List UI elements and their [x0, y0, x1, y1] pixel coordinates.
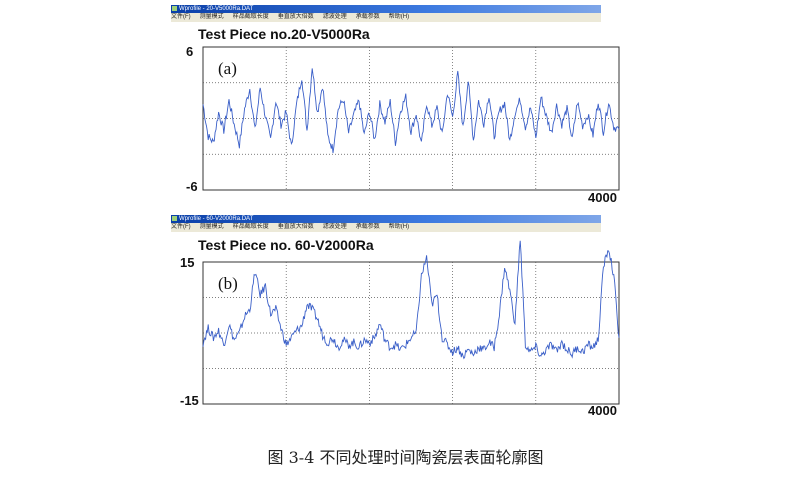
menu-vertical-mag[interactable]: 垂直放大倍数 [277, 224, 314, 230]
menu-bar: 文件(F) 测量模式 样品截取长度 垂直放大倍数 滤波处理 承载参数 帮助(H) [171, 223, 601, 232]
menu-measure-mode[interactable]: 测量模式 [199, 224, 224, 230]
chart-title-a: Test Piece no.20-V5000Ra [198, 26, 370, 42]
app-icon [172, 216, 177, 221]
menu-sample-length[interactable]: 样品截取长度 [232, 224, 269, 230]
menu-bearing[interactable]: 承载参数 [355, 14, 380, 20]
window-title: Wprofile - 60-V2000Ra.DAT [179, 216, 254, 222]
menu-measure-mode[interactable]: 测量模式 [199, 14, 224, 20]
profile-series-line [202, 240, 620, 360]
ymax-label-b: 15 [180, 255, 195, 270]
window-a: Wprofile - 20-V5000Ra.DAT 文件(F) 测量模式 样品截取长… [171, 5, 601, 22]
xmax-label-b: 4000 [588, 403, 617, 418]
ymin-label-a: -6 [186, 179, 198, 194]
menu-sample-length[interactable]: 样品截取长度 [232, 14, 269, 20]
menu-help[interactable]: 帮助(H) [388, 14, 410, 20]
app-icon [172, 6, 177, 11]
ymin-label-b: -15 [180, 393, 199, 408]
menu-bearing[interactable]: 承载参数 [355, 224, 380, 230]
profile-series-line [202, 68, 620, 154]
title-bar: Wprofile - 20-V5000Ra.DAT [171, 5, 601, 13]
menu-filter[interactable]: 滤波处理 [322, 14, 347, 20]
menu-file[interactable]: 文件(F) [171, 224, 191, 230]
panel-label: (a) [218, 59, 237, 78]
ymax-label-a: 6 [186, 44, 194, 59]
figure-caption: 图 3-4 不同处理时间陶瓷层表面轮廓图 [267, 448, 544, 467]
menu-vertical-mag[interactable]: 垂直放大倍数 [277, 14, 314, 20]
menu-help[interactable]: 帮助(H) [388, 224, 410, 230]
menu-bar: 文件(F) 测量模式 样品截取长度 垂直放大倍数 滤波处理 承载参数 帮助(H) [171, 13, 601, 22]
title-bar: Wprofile - 60-V2000Ra.DAT [171, 215, 601, 223]
chart-title-b: Test Piece no. 60-V2000Ra [198, 237, 374, 253]
window-b: Wprofile - 60-V2000Ra.DAT 文件(F) 测量模式 样品截取长… [171, 215, 601, 232]
menu-filter[interactable]: 滤波处理 [322, 224, 347, 230]
xmax-label-a: 4000 [588, 190, 617, 205]
panel-label: (b) [218, 274, 238, 293]
window-title: Wprofile - 20-V5000Ra.DAT [179, 6, 254, 12]
menu-file[interactable]: 文件(F) [171, 14, 191, 20]
